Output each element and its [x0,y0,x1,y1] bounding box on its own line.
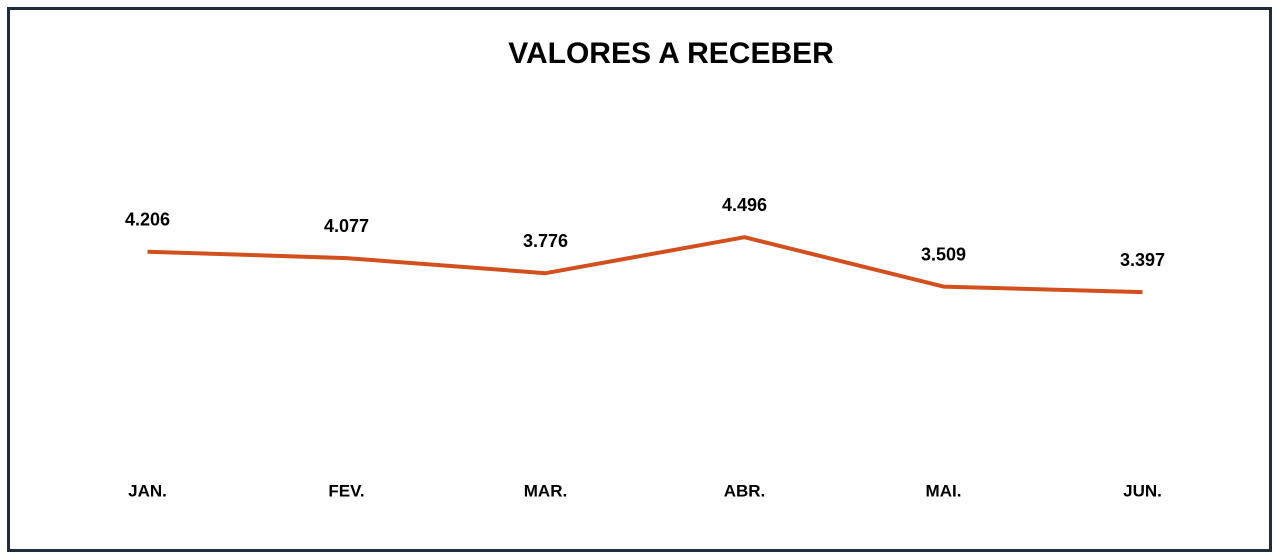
data-label: 3.509 [921,244,966,264]
data-line [147,235,1143,295]
data-label: 4.206 [125,209,170,229]
chart-border [7,7,1272,552]
data-label: 3.776 [523,231,568,251]
x-tick-label: ABR. [724,481,766,500]
x-tick-label: MAI. [926,481,962,500]
chart-title: VALORES A RECEBER [508,37,834,70]
data-label: 3.397 [1120,250,1165,270]
x-tick-label: JUN. [1123,481,1162,500]
x-tick-label: FEV. [328,481,364,500]
data-label: 4.077 [324,216,369,236]
x-tick-label: MAR. [524,481,567,500]
x-tick-label: JAN. [128,481,167,500]
data-label: 4.496 [722,195,767,215]
